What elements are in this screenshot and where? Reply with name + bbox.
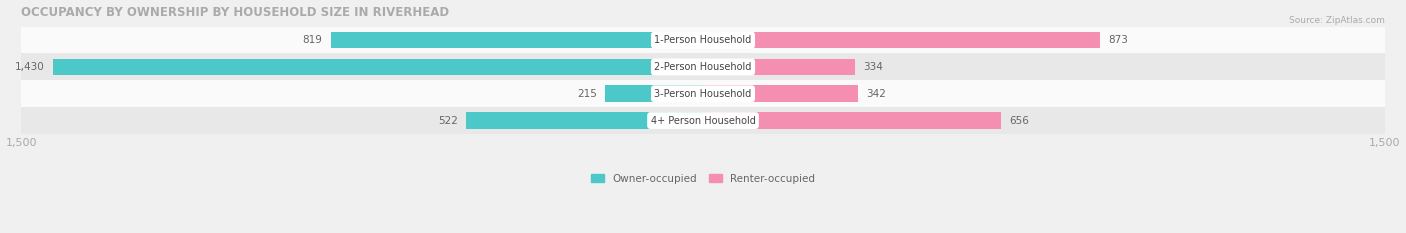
Bar [703,32,1099,48]
Text: 522: 522 [437,116,457,126]
Text: 215: 215 [578,89,598,99]
Text: 819: 819 [302,35,322,45]
Text: OCCUPANCY BY OWNERSHIP BY HOUSEHOLD SIZE IN RIVERHEAD: OCCUPANCY BY OWNERSHIP BY HOUSEHOLD SIZE… [21,6,450,19]
Bar [21,107,1385,134]
Text: 334: 334 [863,62,883,72]
Text: 3-Person Household: 3-Person Household [654,89,752,99]
Text: 4+ Person Household: 4+ Person Household [651,116,755,126]
Text: 656: 656 [1010,116,1029,126]
Bar [703,58,855,75]
Bar [21,80,1385,107]
Bar [330,32,703,48]
Bar [53,58,703,75]
Text: 1,430: 1,430 [15,62,45,72]
Text: Source: ZipAtlas.com: Source: ZipAtlas.com [1289,16,1385,25]
Bar [703,112,1001,129]
Text: 1-Person Household: 1-Person Household [654,35,752,45]
Legend: Owner-occupied, Renter-occupied: Owner-occupied, Renter-occupied [586,169,820,188]
Text: 2-Person Household: 2-Person Household [654,62,752,72]
Bar [703,86,859,102]
Bar [465,112,703,129]
Bar [21,27,1385,54]
Text: 873: 873 [1108,35,1128,45]
Bar [606,86,703,102]
Bar [21,54,1385,80]
Text: 342: 342 [866,89,886,99]
